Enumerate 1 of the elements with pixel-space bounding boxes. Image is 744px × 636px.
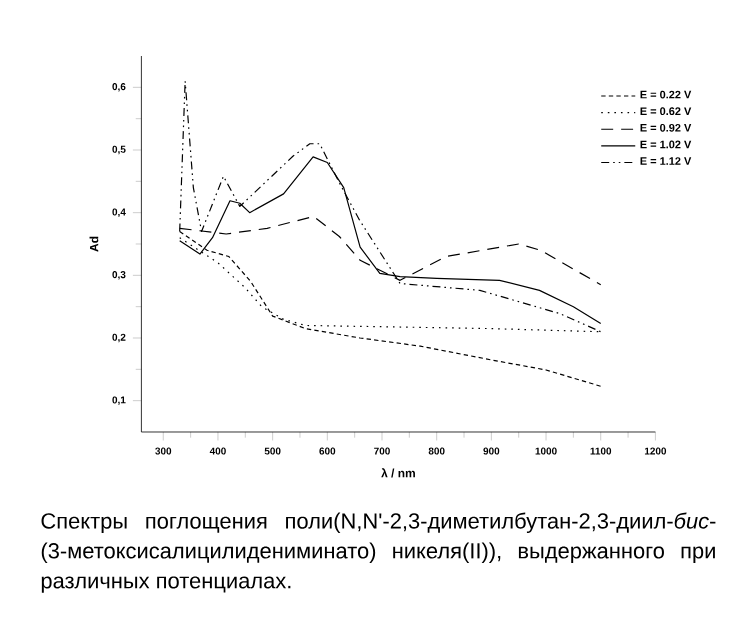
text: Спектры поглощения поли(N,N'-2,3-диметилбутан-2,3-диил-бис-(3-метоксисалицилидениминато) никеля(II)), выдержанного при различных потенциалах. xyxy=(41,512,716,593)
